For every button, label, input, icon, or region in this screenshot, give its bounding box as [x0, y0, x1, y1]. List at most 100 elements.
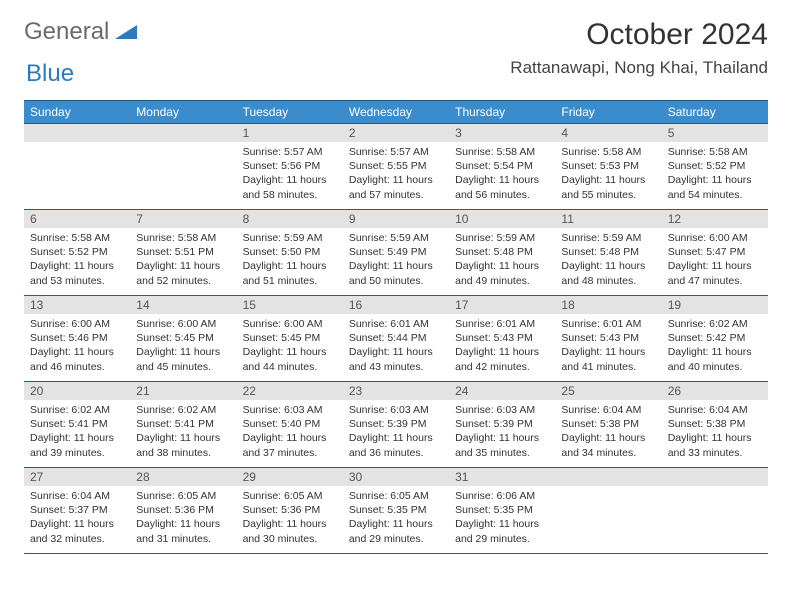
day-details: Sunrise: 6:00 AMSunset: 5:45 PMDaylight:… [237, 314, 343, 378]
day-details: Sunrise: 5:58 AMSunset: 5:53 PMDaylight:… [555, 142, 661, 206]
calendar-cell: 10Sunrise: 5:59 AMSunset: 5:48 PMDayligh… [449, 210, 555, 296]
calendar-cell: 16Sunrise: 6:01 AMSunset: 5:44 PMDayligh… [343, 296, 449, 382]
day-number: 23 [343, 382, 449, 400]
day-number: 7 [130, 210, 236, 228]
day-details: Sunrise: 6:01 AMSunset: 5:44 PMDaylight:… [343, 314, 449, 378]
day-number [662, 468, 768, 486]
day-number: 1 [237, 124, 343, 142]
calendar-week-row: 27Sunrise: 6:04 AMSunset: 5:37 PMDayligh… [24, 468, 768, 554]
logo-text-general: General [24, 18, 109, 46]
calendar-cell [662, 468, 768, 554]
calendar-cell: 14Sunrise: 6:00 AMSunset: 5:45 PMDayligh… [130, 296, 236, 382]
day-number: 10 [449, 210, 555, 228]
day-details: Sunrise: 5:57 AMSunset: 5:56 PMDaylight:… [237, 142, 343, 206]
calendar-cell: 18Sunrise: 6:01 AMSunset: 5:43 PMDayligh… [555, 296, 661, 382]
calendar-cell: 11Sunrise: 5:59 AMSunset: 5:48 PMDayligh… [555, 210, 661, 296]
day-details: Sunrise: 5:59 AMSunset: 5:48 PMDaylight:… [555, 228, 661, 292]
day-details: Sunrise: 6:04 AMSunset: 5:37 PMDaylight:… [24, 486, 130, 550]
day-details: Sunrise: 6:00 AMSunset: 5:47 PMDaylight:… [662, 228, 768, 292]
day-details: Sunrise: 6:04 AMSunset: 5:38 PMDaylight:… [555, 400, 661, 464]
day-header: Monday [130, 101, 236, 124]
calendar-cell: 31Sunrise: 6:06 AMSunset: 5:35 PMDayligh… [449, 468, 555, 554]
day-number: 21 [130, 382, 236, 400]
day-header: Tuesday [237, 101, 343, 124]
day-number [130, 124, 236, 142]
calendar-cell: 8Sunrise: 5:59 AMSunset: 5:50 PMDaylight… [237, 210, 343, 296]
day-number: 19 [662, 296, 768, 314]
logo-text-blue: Blue [26, 60, 74, 87]
day-details: Sunrise: 6:04 AMSunset: 5:38 PMDaylight:… [662, 400, 768, 464]
calendar-week-row: 6Sunrise: 5:58 AMSunset: 5:52 PMDaylight… [24, 210, 768, 296]
day-details: Sunrise: 6:05 AMSunset: 5:36 PMDaylight:… [130, 486, 236, 550]
calendar-cell: 26Sunrise: 6:04 AMSunset: 5:38 PMDayligh… [662, 382, 768, 468]
calendar-table: SundayMondayTuesdayWednesdayThursdayFrid… [24, 100, 768, 554]
day-number: 17 [449, 296, 555, 314]
calendar-cell [24, 124, 130, 210]
day-details: Sunrise: 6:00 AMSunset: 5:45 PMDaylight:… [130, 314, 236, 378]
calendar-cell: 13Sunrise: 6:00 AMSunset: 5:46 PMDayligh… [24, 296, 130, 382]
day-number: 6 [24, 210, 130, 228]
day-number: 15 [237, 296, 343, 314]
day-details [24, 142, 130, 149]
day-number: 13 [24, 296, 130, 314]
day-details: Sunrise: 6:05 AMSunset: 5:35 PMDaylight:… [343, 486, 449, 550]
day-number: 12 [662, 210, 768, 228]
day-header-row: SundayMondayTuesdayWednesdayThursdayFrid… [24, 101, 768, 124]
day-details: Sunrise: 5:59 AMSunset: 5:49 PMDaylight:… [343, 228, 449, 292]
calendar-cell: 23Sunrise: 6:03 AMSunset: 5:39 PMDayligh… [343, 382, 449, 468]
calendar-week-row: 13Sunrise: 6:00 AMSunset: 5:46 PMDayligh… [24, 296, 768, 382]
day-details [555, 486, 661, 493]
day-details: Sunrise: 6:03 AMSunset: 5:39 PMDaylight:… [449, 400, 555, 464]
day-header: Wednesday [343, 101, 449, 124]
calendar-week-row: 1Sunrise: 5:57 AMSunset: 5:56 PMDaylight… [24, 124, 768, 210]
calendar-cell: 7Sunrise: 5:58 AMSunset: 5:51 PMDaylight… [130, 210, 236, 296]
day-details: Sunrise: 5:58 AMSunset: 5:52 PMDaylight:… [662, 142, 768, 206]
day-number: 30 [343, 468, 449, 486]
calendar-cell: 27Sunrise: 6:04 AMSunset: 5:37 PMDayligh… [24, 468, 130, 554]
calendar-cell: 17Sunrise: 6:01 AMSunset: 5:43 PMDayligh… [449, 296, 555, 382]
title-block: October 2024 Rattanawapi, Nong Khai, Tha… [510, 18, 768, 78]
day-details: Sunrise: 5:59 AMSunset: 5:50 PMDaylight:… [237, 228, 343, 292]
day-details: Sunrise: 5:58 AMSunset: 5:52 PMDaylight:… [24, 228, 130, 292]
calendar-cell: 30Sunrise: 6:05 AMSunset: 5:35 PMDayligh… [343, 468, 449, 554]
calendar-cell: 15Sunrise: 6:00 AMSunset: 5:45 PMDayligh… [237, 296, 343, 382]
day-details: Sunrise: 5:58 AMSunset: 5:54 PMDaylight:… [449, 142, 555, 206]
day-details: Sunrise: 6:03 AMSunset: 5:40 PMDaylight:… [237, 400, 343, 464]
calendar-cell: 24Sunrise: 6:03 AMSunset: 5:39 PMDayligh… [449, 382, 555, 468]
day-number [555, 468, 661, 486]
day-number: 28 [130, 468, 236, 486]
logo-triangle-icon [115, 18, 137, 46]
calendar-week-row: 20Sunrise: 6:02 AMSunset: 5:41 PMDayligh… [24, 382, 768, 468]
calendar-cell: 12Sunrise: 6:00 AMSunset: 5:47 PMDayligh… [662, 210, 768, 296]
day-number: 16 [343, 296, 449, 314]
day-details: Sunrise: 6:03 AMSunset: 5:39 PMDaylight:… [343, 400, 449, 464]
day-details: Sunrise: 6:01 AMSunset: 5:43 PMDaylight:… [449, 314, 555, 378]
day-header: Thursday [449, 101, 555, 124]
day-number: 4 [555, 124, 661, 142]
day-number: 3 [449, 124, 555, 142]
calendar-cell: 28Sunrise: 6:05 AMSunset: 5:36 PMDayligh… [130, 468, 236, 554]
location: Rattanawapi, Nong Khai, Thailand [510, 58, 768, 78]
calendar-head: SundayMondayTuesdayWednesdayThursdayFrid… [24, 101, 768, 124]
calendar-cell: 20Sunrise: 6:02 AMSunset: 5:41 PMDayligh… [24, 382, 130, 468]
day-number [24, 124, 130, 142]
day-details [130, 142, 236, 149]
day-details: Sunrise: 6:05 AMSunset: 5:36 PMDaylight:… [237, 486, 343, 550]
day-number: 9 [343, 210, 449, 228]
day-header: Friday [555, 101, 661, 124]
logo: General [24, 18, 139, 46]
calendar-body: 1Sunrise: 5:57 AMSunset: 5:56 PMDaylight… [24, 124, 768, 554]
day-details: Sunrise: 5:58 AMSunset: 5:51 PMDaylight:… [130, 228, 236, 292]
day-number: 27 [24, 468, 130, 486]
day-number: 14 [130, 296, 236, 314]
calendar-cell: 5Sunrise: 5:58 AMSunset: 5:52 PMDaylight… [662, 124, 768, 210]
calendar-cell: 21Sunrise: 6:02 AMSunset: 5:41 PMDayligh… [130, 382, 236, 468]
day-details: Sunrise: 6:02 AMSunset: 5:41 PMDaylight:… [24, 400, 130, 464]
calendar-cell: 6Sunrise: 5:58 AMSunset: 5:52 PMDaylight… [24, 210, 130, 296]
day-number: 26 [662, 382, 768, 400]
calendar-cell: 1Sunrise: 5:57 AMSunset: 5:56 PMDaylight… [237, 124, 343, 210]
day-number: 8 [237, 210, 343, 228]
calendar-cell: 25Sunrise: 6:04 AMSunset: 5:38 PMDayligh… [555, 382, 661, 468]
month-title: October 2024 [510, 18, 768, 52]
calendar-cell [130, 124, 236, 210]
